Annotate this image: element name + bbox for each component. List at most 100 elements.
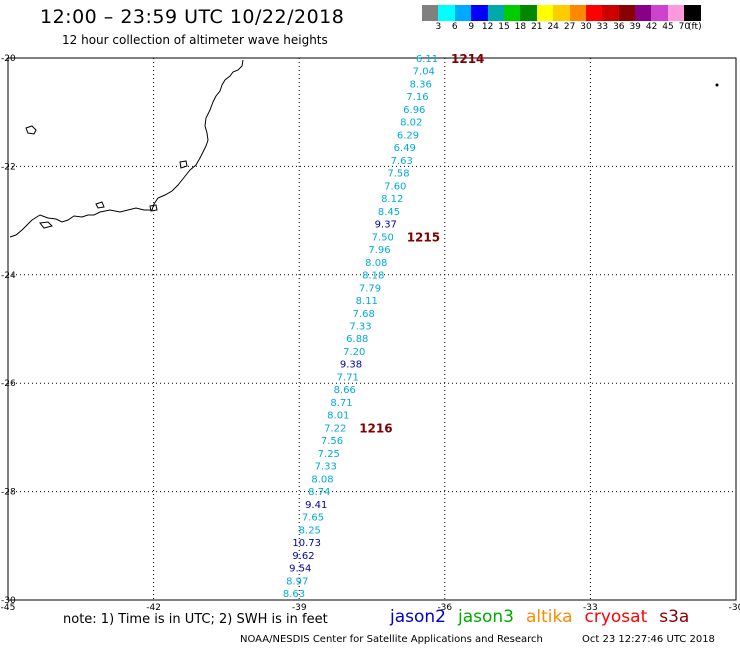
longitude-tick-label: -30 <box>729 603 740 610</box>
swh-value-label: 8.66 <box>334 385 356 396</box>
color-scale-labels: 3 6 9 12 15 18 21 24 27 30 33 36 39 42 45 70 (ft) <box>422 22 740 34</box>
color-scale-label: 3 <box>435 22 442 32</box>
color-scale-label: 27 <box>563 22 576 32</box>
swh-value-label: 6.88 <box>346 334 368 345</box>
swh-value-label: 8.36 <box>410 80 432 91</box>
swh-value-label: 7.79 <box>359 283 381 294</box>
generated-timestamp: Oct 23 12:27:46 UTC 2018 <box>582 634 715 645</box>
swh-value-label: 7.20 <box>343 347 365 358</box>
longitude-tick-label: -39 <box>292 603 307 610</box>
satellite-legend-entry: altika <box>526 607 573 627</box>
note-text: note: 1) Time is in UTC; 2) SWH is in fe… <box>63 612 328 627</box>
swh-value-label: 10.73 <box>292 538 321 549</box>
color-swatch <box>471 5 488 21</box>
swh-value-label: 8.08 <box>365 258 387 269</box>
swh-value-label: 9.54 <box>289 564 311 575</box>
swh-value-label: 8.02 <box>400 118 422 129</box>
latitude-tick-label: -20 <box>1 54 16 64</box>
color-swatch <box>667 5 685 21</box>
coastline-island-5 <box>149 204 158 212</box>
color-swatch <box>585 5 603 21</box>
color-swatch <box>651 5 668 21</box>
color-swatch <box>503 5 521 21</box>
pass-number-label: 1215 <box>407 230 440 244</box>
swh-value-label: 7.56 <box>321 436 343 447</box>
swh-value-label: 7.16 <box>406 92 428 103</box>
latitude-tick-label: -24 <box>1 271 16 281</box>
color-scale-label: 12 <box>481 22 494 32</box>
color-swatch <box>635 5 652 21</box>
swh-value-label: 6.11 <box>416 54 438 65</box>
swh-value-label: 7.04 <box>413 67 435 78</box>
swh-value-label: 8.01 <box>327 411 349 422</box>
color-scale-label: 18 <box>514 22 527 32</box>
satellite-legend-entry: cryosat <box>584 607 648 627</box>
color-scale-bar <box>422 5 701 21</box>
swh-value-label: 7.68 <box>353 309 375 320</box>
swh-value-label: 7.58 <box>387 169 409 180</box>
swh-value-label: 6.49 <box>394 143 416 154</box>
color-swatch <box>618 5 636 21</box>
satellite-legend-entry: jason2 <box>390 607 446 627</box>
map-title: 12:00 – 23:59 UTC 10/22/2018 <box>40 6 345 28</box>
color-scale-label: 9 <box>468 22 475 32</box>
swh-value-label: 7.33 <box>315 462 337 473</box>
coastline-island-1 <box>25 125 37 135</box>
island-trindade <box>715 83 719 87</box>
map-plot: -45 -42 -39 -36 -33 -30 -20 -22 -24 -26 -28 -30 6.1… <box>1 52 740 610</box>
map-gridlines <box>8 58 736 600</box>
color-scale-label: 24 <box>547 22 559 32</box>
swh-value-label: 6.29 <box>397 130 419 141</box>
coastline-island-4 <box>39 221 53 229</box>
map-subtitle: 12 hour collection of altimeter wave hei… <box>62 33 328 47</box>
swh-value-label: 7.63 <box>391 156 413 167</box>
swh-value-label: 8.74 <box>308 487 330 498</box>
color-swatch <box>553 5 570 21</box>
color-scale-label: 6 <box>451 22 458 32</box>
swh-value-label: 8.08 <box>311 474 333 485</box>
swh-value-label: 7.65 <box>302 513 324 524</box>
coastline <box>9 59 719 238</box>
swh-value-label: 8.18 <box>362 271 384 282</box>
color-scale-label: 33 <box>596 22 609 32</box>
swh-value-label: 9.41 <box>305 500 327 511</box>
satellite-legend: jason2 jason3 altika cryosat s3a <box>390 607 701 627</box>
coastline-island-3 <box>95 201 105 209</box>
swh-value-label: 9.38 <box>340 360 362 371</box>
pass-number-label: 1216 <box>359 421 392 435</box>
color-scale-label: 39 <box>629 22 641 32</box>
color-swatch <box>487 5 504 21</box>
color-swatch <box>684 5 701 21</box>
color-swatch <box>520 5 537 21</box>
pass-number-label: 1214 <box>451 52 484 66</box>
color-scale-label: 21 <box>531 22 543 32</box>
coastline-brazil <box>9 59 244 238</box>
swh-value-label: 8.11 <box>356 296 378 307</box>
swh-value-label: 6.96 <box>403 105 425 116</box>
swh-value-label: 7.71 <box>337 373 359 384</box>
color-scale-label: 42 <box>645 22 658 32</box>
swh-value-label: 8.63 <box>283 589 305 600</box>
color-swatch <box>438 5 455 21</box>
map-frame <box>7 57 737 601</box>
color-scale-label: 70 <box>678 22 691 32</box>
swh-value-label: 8.25 <box>299 525 321 536</box>
color-swatch <box>569 5 586 21</box>
color-swatch <box>454 5 472 21</box>
swh-value-label: 8.97 <box>286 576 308 587</box>
longitude-tick-label: -45 <box>1 603 16 610</box>
color-scale-label: 15 <box>498 22 510 32</box>
latitude-tick-label: -26 <box>1 379 16 389</box>
color-scale-label: 36 <box>613 22 625 32</box>
satellite-legend-entry: jason3 <box>458 607 514 627</box>
swh-value-label: 7.50 <box>372 232 394 243</box>
latitude-tick-label: -28 <box>1 488 16 498</box>
swh-value-label: 7.33 <box>349 322 371 333</box>
credit-text: NOAA/NESDIS Center for Satellite Applica… <box>240 634 543 645</box>
latitude-tick-label: -22 <box>1 162 16 172</box>
swh-value-label: 8.45 <box>378 207 400 218</box>
color-swatch <box>602 5 619 21</box>
color-scale-label: (ft) <box>688 22 702 32</box>
swh-value-label: 9.62 <box>292 551 314 562</box>
swh-value-label: 8.12 <box>381 194 403 205</box>
